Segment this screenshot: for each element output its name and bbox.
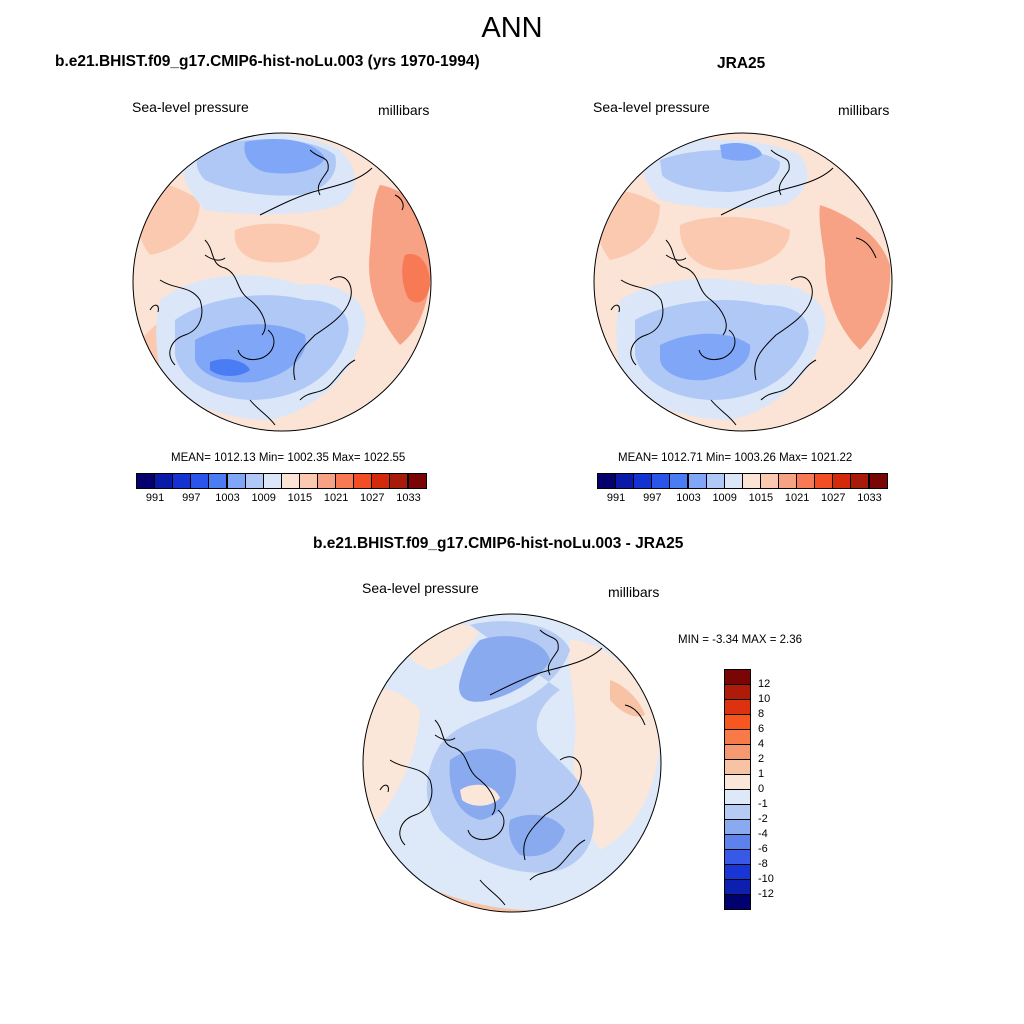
colorbar-jra25-tick-label: 1015 <box>748 492 774 504</box>
colorbar-difference-swatch <box>724 804 751 820</box>
colorbar-difference-swatch <box>724 849 751 865</box>
colorbar-jra25-tick-label: 1021 <box>784 492 810 504</box>
colorbar-jra25-swatch <box>741 473 761 489</box>
colorbar-model-tick-label: 1003 <box>215 492 240 504</box>
colorbar-jra25-swatch <box>705 473 725 489</box>
colorbar-model-swatch <box>226 473 246 489</box>
colorbar-model-swatch <box>190 473 210 489</box>
colorbar-jra25-tick-label: 997 <box>643 492 662 504</box>
panel-1-variable: Sea-level pressure <box>132 99 249 115</box>
colorbar-model-swatch <box>335 473 355 489</box>
map-jra25-border <box>593 132 893 432</box>
colorbar-jra25-tick-label: 1003 <box>676 492 701 504</box>
panel-2-stats: MEAN= 1012.71 Min= 1003.26 Max= 1021.22 <box>618 452 853 464</box>
colorbar-jra25-swatch <box>687 473 707 489</box>
colorbar-jra25-tick-label: 1009 <box>712 492 737 504</box>
map-difference <box>363 614 661 912</box>
colorbar-difference-tick-label: -10 <box>758 873 774 885</box>
colorbar-difference-tick-label: -1 <box>758 798 768 810</box>
colorbar-difference-swatch <box>724 834 751 850</box>
colorbar-jra25-swatch <box>868 473 888 489</box>
colorbar-model-swatch <box>371 473 391 489</box>
colorbar-difference-tick-label: 1 <box>758 768 765 780</box>
colorbar-model-swatch <box>154 473 174 489</box>
colorbar-model-tick-label: 991 <box>145 492 165 504</box>
panel-2-title: JRA25 <box>717 55 766 72</box>
colorbar-difference-tick-label: 12 <box>758 678 771 690</box>
colorbar-difference-swatch <box>724 684 751 700</box>
colorbar-jra25-tick-label: 1033 <box>857 492 882 504</box>
colorbar-model-swatch <box>136 473 156 489</box>
colorbar-difference-tick-label: -6 <box>758 843 768 855</box>
colorbar-difference-tick-label: -8 <box>758 858 768 870</box>
colorbar-difference-swatch <box>724 744 751 760</box>
page-title: ANN <box>481 12 543 44</box>
colorbar-model-swatch <box>407 473 427 489</box>
panel-3-variable: Sea-level pressure <box>362 580 479 596</box>
colorbar-model-swatch <box>389 473 409 489</box>
colorbar-jra25-swatch <box>597 473 617 489</box>
panel-3-stats: MIN = -3.34 MAX = 2.36 <box>678 634 803 646</box>
colorbar-difference-tick-label: -2 <box>758 813 768 825</box>
colorbar-difference-swatch <box>724 864 751 880</box>
colorbar-difference-swatch <box>724 894 751 910</box>
colorbar-difference-swatch <box>724 669 751 685</box>
colorbar-model-swatch <box>262 473 282 489</box>
panel-2-variable: Sea-level pressure <box>593 99 710 115</box>
colorbar-model-tick-label: 1021 <box>323 492 349 504</box>
colorbar-model-tick-label: 1033 <box>396 492 421 504</box>
colorbar-jra25-swatch <box>832 473 852 489</box>
colorbar-jra25-tick-label: 991 <box>606 492 626 504</box>
colorbar-jra25-swatch <box>615 473 635 489</box>
panel-2-units: millibars <box>838 102 890 118</box>
colorbar-model-tick-label: 1027 <box>360 492 385 504</box>
colorbar-jra25-swatch <box>651 473 671 489</box>
colorbar-model-swatch <box>244 473 264 489</box>
colorbar-model-swatch <box>353 473 373 489</box>
colorbar-difference-swatch <box>724 879 751 895</box>
colorbar-difference-swatch <box>724 774 751 790</box>
panel-1-title: b.e21.BHIST.f09_g17.CMIP6-hist-noLu.003 … <box>55 53 480 70</box>
colorbar-difference-swatch <box>724 714 751 730</box>
colorbar-difference-tick-label: -4 <box>758 828 768 840</box>
colorbar-model-swatch <box>280 473 300 489</box>
colorbar-difference-tick-label: 8 <box>758 708 765 720</box>
map-model <box>133 133 431 431</box>
colorbar-difference-tick-label: 4 <box>758 738 765 750</box>
colorbar-jra25-swatch <box>633 473 653 489</box>
colorbar-jra25-swatch <box>796 473 816 489</box>
colorbar-jra25-swatch <box>723 473 743 489</box>
panel-1-stats: MEAN= 1012.13 Min= 1002.35 Max= 1022.55 <box>171 452 406 464</box>
colorbar-jra25-swatch <box>759 473 779 489</box>
colorbar-difference-swatch <box>724 729 751 745</box>
map-difference-border <box>362 613 662 913</box>
colorbar-jra25-swatch <box>814 473 834 489</box>
panel-1-units: millibars <box>378 102 430 118</box>
colorbar-difference-tick-label: 2 <box>758 753 765 765</box>
colorbar-difference-swatch <box>724 759 751 775</box>
colorbar-difference-swatch <box>724 819 751 835</box>
colorbar-model-tick-label: 1015 <box>287 492 313 504</box>
colorbar-model-tick-label: 1009 <box>251 492 276 504</box>
colorbar-difference-tick-label: 0 <box>758 783 765 795</box>
colorbar-difference-tick-label: 10 <box>758 693 771 705</box>
colorbar-difference-swatch <box>724 699 751 715</box>
colorbar-jra25-swatch <box>669 473 689 489</box>
colorbar-difference-swatch <box>724 789 751 805</box>
colorbar-model-swatch <box>172 473 192 489</box>
colorbar-model-tick-label: 997 <box>182 492 201 504</box>
colorbar-model-swatch <box>298 473 318 489</box>
colorbar-jra25-tick-label: 1027 <box>821 492 846 504</box>
colorbar-model-swatch <box>208 473 228 489</box>
map-jra25 <box>594 133 892 431</box>
colorbar-difference-tick-label: 6 <box>758 723 765 735</box>
colorbar-jra25-swatch <box>778 473 798 489</box>
colorbar-difference-tick-label: -12 <box>758 888 774 900</box>
panel-3-title: b.e21.BHIST.f09_g17.CMIP6-hist-noLu.003 … <box>313 535 684 552</box>
panel-3-units: millibars <box>608 584 660 600</box>
colorbar-model-swatch <box>317 473 337 489</box>
colorbar-jra25-swatch <box>850 473 870 489</box>
map-model-border <box>132 132 432 432</box>
